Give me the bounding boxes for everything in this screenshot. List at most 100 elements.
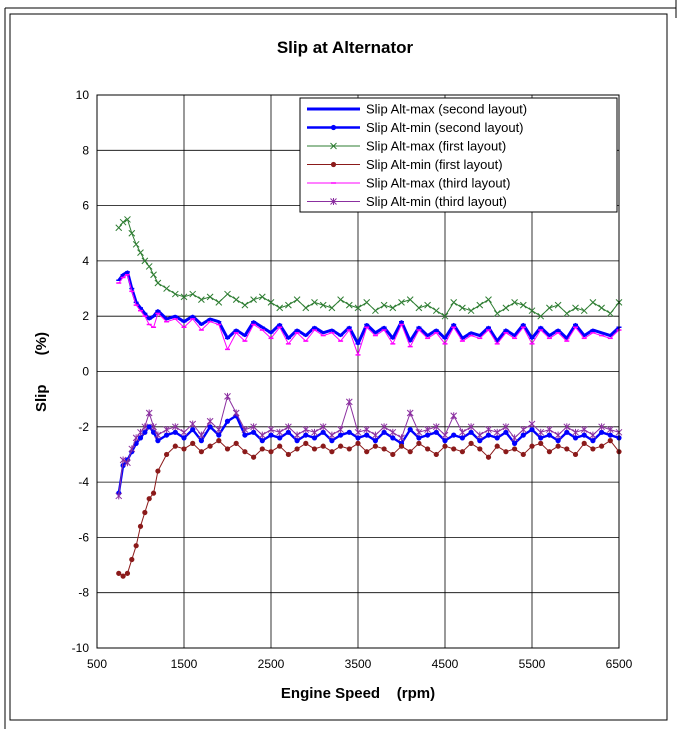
data-point — [415, 428, 423, 436]
data-point — [519, 301, 527, 309]
data-point — [311, 435, 318, 441]
data-point — [294, 438, 300, 444]
data-point — [232, 409, 240, 417]
data-point — [133, 543, 139, 549]
data-point — [459, 304, 466, 312]
data-point — [311, 428, 318, 436]
data-point — [538, 440, 544, 446]
data-point — [537, 428, 545, 436]
data-point — [198, 431, 205, 439]
legend-label: Slip Alt-max (second layout) — [366, 102, 527, 117]
data-point — [538, 435, 544, 441]
data-point — [137, 435, 144, 441]
data-point — [363, 299, 371, 306]
y-tick-label: -8 — [78, 586, 89, 600]
data-point — [555, 438, 561, 444]
data-point — [572, 451, 579, 458]
data-point — [537, 312, 545, 320]
y-tick-label: 4 — [82, 254, 89, 268]
data-point — [450, 299, 458, 306]
data-point — [172, 443, 178, 449]
data-point — [529, 426, 535, 433]
data-point — [215, 299, 223, 306]
data-point — [485, 296, 492, 303]
data-point — [224, 392, 231, 400]
data-point — [580, 307, 588, 315]
data-point — [276, 428, 284, 436]
data-point — [145, 263, 153, 270]
data-point — [485, 426, 492, 434]
data-point — [546, 426, 553, 434]
y-tick-label: -4 — [78, 475, 89, 489]
data-point — [120, 573, 126, 579]
data-point — [311, 299, 318, 306]
data-point — [476, 431, 484, 439]
data-point — [294, 446, 300, 452]
data-point — [503, 429, 509, 435]
legend-entry: Slip Alt-max (second layout) — [307, 102, 527, 117]
data-point — [119, 456, 127, 464]
data-point — [346, 446, 352, 452]
x-tick-label: 5500 — [519, 657, 546, 671]
data-point — [580, 426, 588, 434]
data-point — [477, 438, 483, 444]
data-point — [141, 257, 149, 265]
x-tick-label: 500 — [87, 657, 107, 671]
data-point — [328, 304, 336, 312]
data-point — [302, 426, 310, 434]
data-point — [259, 446, 265, 452]
data-point — [599, 429, 605, 435]
data-point — [171, 423, 179, 431]
y-tick-label: -10 — [72, 641, 90, 655]
data-point — [493, 310, 501, 317]
data-point — [528, 420, 536, 428]
data-point — [338, 432, 344, 438]
data-point — [181, 446, 187, 452]
data-point — [303, 440, 309, 446]
data-point — [390, 451, 396, 458]
data-point — [142, 429, 148, 435]
data-point — [319, 301, 327, 309]
data-point — [137, 249, 144, 256]
data-point — [468, 440, 474, 446]
x-tick-label: 2500 — [258, 657, 285, 671]
data-point — [329, 438, 335, 444]
data-point — [572, 435, 579, 441]
data-point — [598, 304, 605, 312]
data-point — [164, 432, 170, 438]
data-point — [224, 446, 231, 452]
data-point — [433, 451, 439, 458]
y-tick-label: -2 — [78, 420, 89, 434]
data-point — [206, 417, 214, 425]
data-point — [599, 443, 605, 449]
data-point — [198, 438, 204, 444]
data-point — [285, 301, 292, 309]
data-point — [511, 299, 518, 306]
legend-entry: Slip Alt-max (first layout) — [307, 139, 506, 154]
data-point — [285, 423, 292, 431]
data-point — [364, 432, 370, 438]
data-point — [432, 423, 440, 431]
data-point — [606, 310, 614, 317]
data-point — [242, 432, 248, 438]
y-axis-title: Slip (%) — [33, 332, 50, 412]
data-point — [215, 426, 223, 434]
data-point — [389, 428, 397, 436]
data-point — [425, 432, 431, 438]
data-point — [563, 423, 571, 431]
y-tick-label: 0 — [82, 365, 89, 379]
data-point — [398, 299, 405, 306]
data-point — [145, 409, 153, 417]
y-tick-label: 6 — [82, 199, 89, 213]
data-point — [154, 431, 162, 439]
data-point — [546, 304, 553, 312]
data-point — [589, 431, 597, 439]
legend-marker — [330, 142, 337, 150]
y-tick-label: 2 — [82, 309, 89, 323]
data-point — [189, 420, 197, 428]
legend-entry: Slip Alt-min (third layout) — [307, 194, 507, 209]
data-point — [485, 454, 492, 460]
data-point — [150, 271, 157, 279]
data-point — [164, 451, 170, 458]
